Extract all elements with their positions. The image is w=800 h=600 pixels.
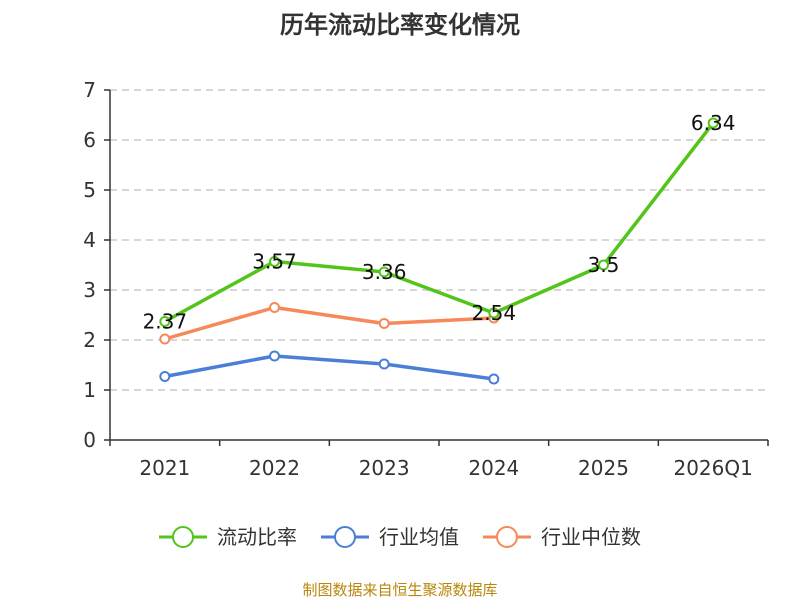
chart-title: 历年流动比率变化情况 [280,11,520,39]
series [159,117,719,385]
legend-swatch-marker [496,526,518,548]
y-tick-label: 7 [83,78,96,102]
data-point [488,373,500,385]
legend-label: 流动比率 [217,525,297,549]
x-tick-label: 2021 [139,456,190,480]
data-label: 3.57 [252,250,297,274]
data-point [378,318,390,329]
data-point [269,256,280,267]
x-tick-label: 2024 [468,456,519,480]
legend-label: 行业中位数 [541,525,641,549]
y-tick-label: 6 [83,128,96,152]
legend-item-0[interactable]: 流动比率 [159,525,297,549]
data-point [159,371,171,382]
data-point [707,117,719,129]
source-note: 制图数据来自恒生聚源数据库 [302,581,497,599]
data-label: 2.54 [472,301,517,325]
data-point [269,350,280,362]
data-point [159,333,171,345]
y-tick-label: 2 [83,328,96,352]
data-label: 3.5 [588,253,620,277]
y-tick-label: 5 [83,178,96,202]
data-point [378,266,390,278]
x-tick-label: 2023 [359,456,410,480]
series-line-2 [164,305,494,341]
y-tick-label: 1 [83,378,96,402]
x-tick-label: 2025 [578,456,629,480]
y-tick-label: 4 [83,228,96,252]
legend-swatch-marker [172,526,194,548]
data-point [269,302,280,313]
axes: 0 1 2 3 4 5 6 7 2021 2022 2023 2024 2025 2026Q1 [83,78,769,480]
data-point [378,358,390,370]
legend: 流动比率 行业均值 行业中位数 [159,525,641,549]
data-label: 2.37 [143,310,188,334]
data-label: 6.34 [691,111,736,135]
x-tick-label: 2026Q1 [673,456,752,480]
series-line-0 [163,121,715,324]
data-point [488,307,500,319]
legend-swatch-marker [334,526,356,548]
y-tick-label: 0 [83,428,96,452]
data-point [159,316,171,327]
legend-item-2[interactable]: 行业中位数 [483,525,641,549]
data-point [598,259,609,271]
grid [110,89,768,391]
legend-item-1[interactable]: 行业均值 [321,525,459,549]
legend-label: 行业均值 [379,525,459,549]
data-labels: 2.37 3.57 3.36 2.54 3.5 6.34 [143,111,736,334]
x-tick-label: 2022 [249,456,300,480]
y-tick-label: 3 [83,278,96,302]
data-label: 3.36 [362,260,407,284]
series-line-1 [164,354,495,381]
